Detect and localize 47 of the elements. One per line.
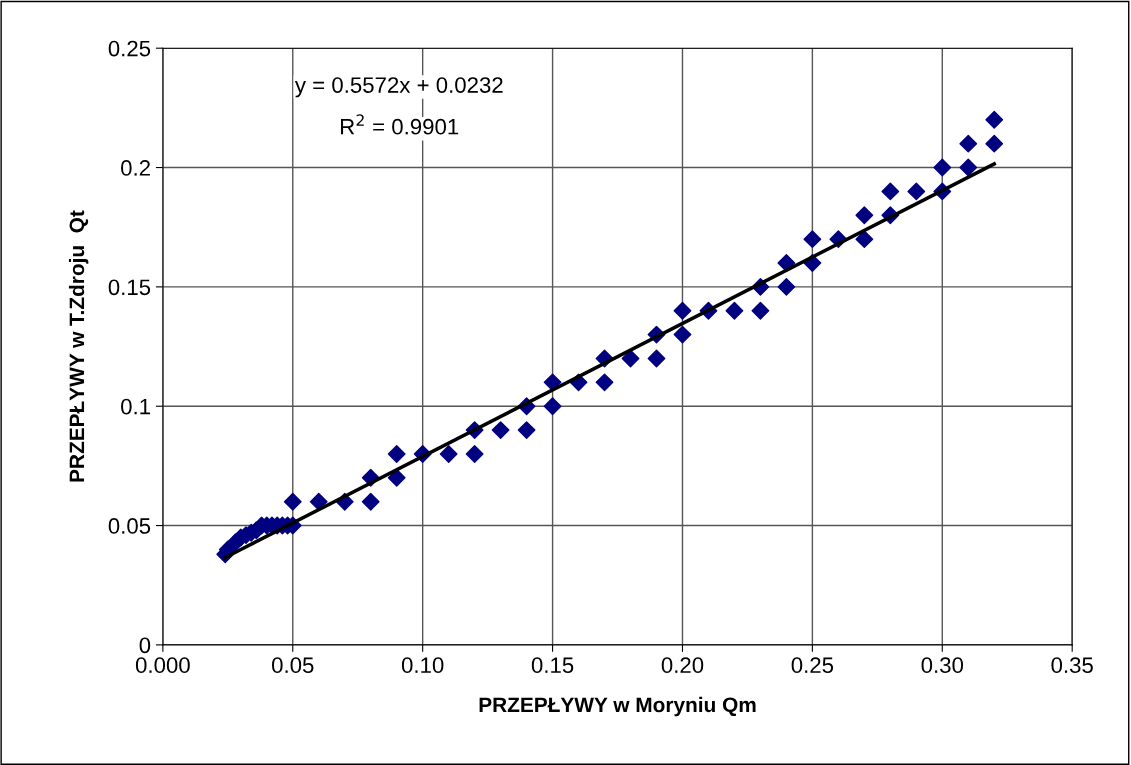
point xyxy=(907,182,926,201)
y-tick-label: 0.05 xyxy=(108,518,151,534)
x-axis-title: PRZEPŁYWY w Moryniu Qm xyxy=(479,696,756,717)
x-tick-label: 0.05 xyxy=(272,657,314,674)
point xyxy=(777,277,796,296)
point xyxy=(387,445,406,463)
x-tick-label: 0.20 xyxy=(661,657,704,674)
x-tick-label: 0.30 xyxy=(921,657,964,674)
point xyxy=(881,182,900,201)
y-tick-label: 0.2 xyxy=(121,160,150,176)
y-tick-label: 0 xyxy=(139,637,151,654)
point xyxy=(959,134,978,153)
point xyxy=(959,158,978,177)
point xyxy=(517,421,536,439)
point xyxy=(361,492,380,511)
annotation: R$^{2}$ = 0.9901 xyxy=(341,114,459,135)
x-tick-label: 0.10 xyxy=(401,657,444,674)
point xyxy=(803,230,822,249)
point xyxy=(673,325,692,344)
x-tick-label: 0.15 xyxy=(531,657,574,674)
point xyxy=(491,421,510,439)
y-tick-label: 0.15 xyxy=(108,279,151,296)
point xyxy=(647,349,666,368)
annotation: y = 0.5572x + 0.0232 xyxy=(294,77,503,98)
x-tick-label: 0.000 xyxy=(135,657,190,674)
point xyxy=(543,397,562,416)
point xyxy=(543,373,562,392)
point xyxy=(933,158,952,177)
point xyxy=(751,301,770,320)
point xyxy=(855,206,874,225)
point xyxy=(387,468,406,487)
y-tick-label: 0.25 xyxy=(108,40,151,57)
point xyxy=(439,445,458,463)
point xyxy=(725,301,744,320)
point xyxy=(985,134,1004,153)
x-tick-label: 0.35 xyxy=(1051,657,1093,674)
point xyxy=(283,492,302,511)
point xyxy=(985,110,1004,129)
y-axis-title: PRZEPŁYWY w T.Zdroju Qt xyxy=(68,210,89,482)
x-tick-label: 0.25 xyxy=(791,657,834,674)
point xyxy=(595,373,614,392)
point xyxy=(855,230,874,249)
point xyxy=(309,492,328,511)
point xyxy=(673,301,692,320)
point xyxy=(621,349,640,368)
point xyxy=(465,445,484,463)
y-tick-label: 0.1 xyxy=(121,398,150,415)
